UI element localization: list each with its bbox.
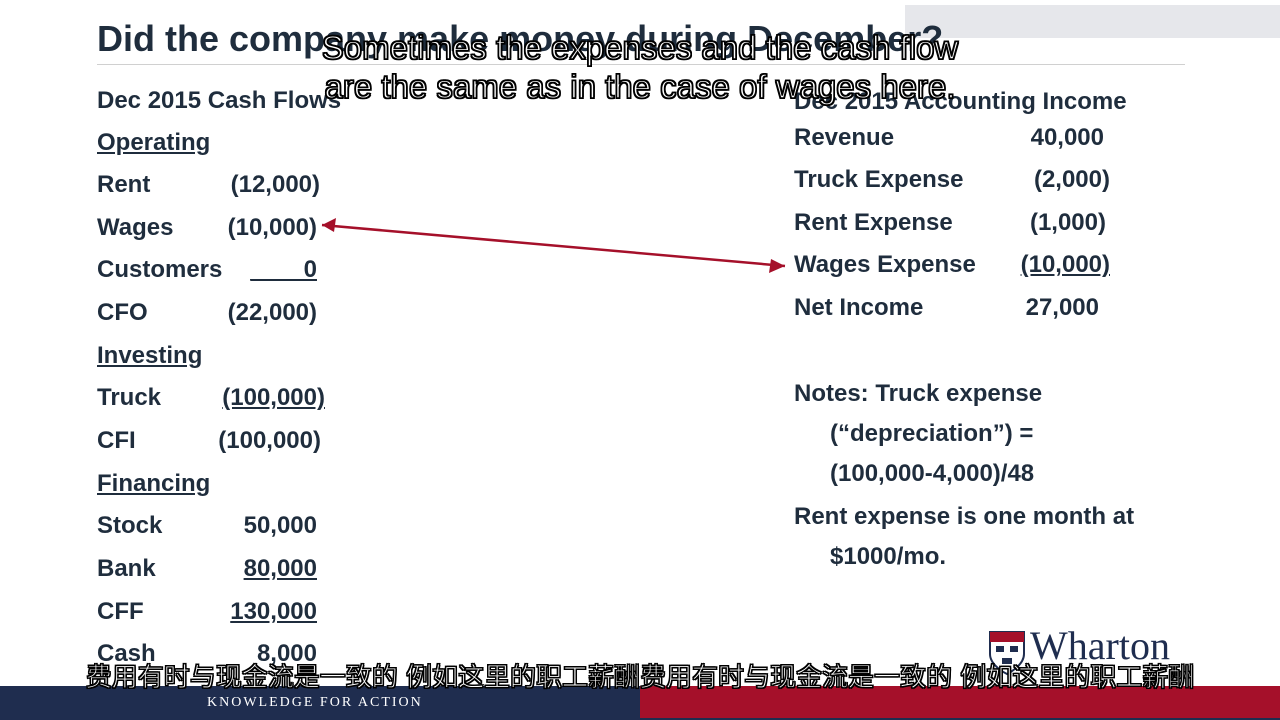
cf-label-rent: Rent bbox=[97, 171, 151, 198]
shield-book-bottom bbox=[1002, 658, 1012, 664]
cf-value-customers: ____0 bbox=[250, 256, 317, 283]
notes-line-3: (100,000-4,000)/48 bbox=[830, 460, 1035, 487]
cf-label-bank: Bank bbox=[97, 555, 156, 582]
cf-label-stock: Stock bbox=[97, 512, 163, 539]
wharton-logo-text: Wharton bbox=[1030, 623, 1170, 668]
title-divider bbox=[97, 64, 1185, 65]
subtitle-english-line-2: are the same as in the case of wages her… bbox=[324, 67, 957, 106]
cf-value-truck: (100,000) bbox=[222, 384, 325, 411]
inc-row-rent-expense: Rent Expense (1,000) bbox=[794, 209, 1124, 239]
cf-value-cfi: (100,000) bbox=[218, 427, 321, 454]
cf-value-rent: (12,000) bbox=[230, 171, 320, 198]
cf-row-cash: Cash 8,000 bbox=[97, 640, 337, 670]
notes-line-2: (“depreciation”) = bbox=[830, 420, 1034, 447]
cf-value-wages: (10,000) bbox=[227, 214, 317, 241]
arrow-line bbox=[321, 223, 786, 268]
cf-value-cff: 130,000 bbox=[230, 598, 317, 625]
cf-label-cfi: CFI bbox=[97, 427, 136, 454]
cf-row-stock: Stock 50,000 bbox=[97, 512, 337, 542]
subtitle-chinese: 费用有时与现金流是一致的 例如这里的职工薪酬费用有时与现金流是一致的 例如这里的… bbox=[85, 663, 1195, 694]
inc-row-truck-expense: Truck Expense (2,000) bbox=[794, 166, 1124, 196]
arrow-head-right bbox=[769, 259, 785, 273]
footer-red-bar bbox=[640, 686, 1280, 718]
notes-line-1: Notes: Truck expense bbox=[794, 380, 1043, 407]
cf-value-cfo: (22,000) bbox=[227, 299, 317, 326]
cf-label-cash: Cash bbox=[97, 640, 156, 667]
shield-band bbox=[990, 632, 1024, 642]
inc-row-net-income: Net Income 27,000 bbox=[794, 294, 1124, 324]
shield-book-left bbox=[996, 646, 1004, 652]
inc-row-revenue: Revenue 40,000 bbox=[794, 124, 1124, 154]
cf-row-rent: Rent (12,000) bbox=[97, 171, 337, 201]
cf-row-cfi: CFI (100,000) bbox=[97, 427, 337, 457]
inc-value-rent-expense: (1,000) bbox=[1029, 209, 1106, 236]
inc-label-wages-expense: Wages Expense bbox=[794, 251, 976, 278]
inc-value-revenue: 40,000 bbox=[1030, 124, 1104, 151]
cf-value-cash: 8,000 bbox=[256, 640, 317, 667]
cf-row-cfo: CFO (22,000) bbox=[97, 299, 337, 329]
notes-line-4: Rent expense is one month at bbox=[794, 503, 1135, 530]
cf-label-truck: Truck bbox=[97, 384, 162, 411]
inc-value-wages-expense: (10,000) bbox=[1020, 251, 1110, 278]
subtitle-english-line-1: Sometimes the expenses and the cash flow bbox=[321, 28, 959, 67]
inc-value-net-income: 27,000 bbox=[1025, 294, 1099, 321]
income-heading: Dec 2015 Accounting Income bbox=[794, 88, 1127, 115]
cf-row-bank: Bank 80,000 bbox=[97, 555, 337, 585]
financing-heading: Financing bbox=[97, 470, 211, 497]
inc-label-revenue: Revenue bbox=[794, 124, 895, 151]
operating-heading: Operating bbox=[97, 129, 211, 156]
cf-label-customers: Customers bbox=[97, 256, 223, 283]
inc-row-wages-expense: Wages Expense (10,000) bbox=[794, 251, 1124, 281]
cf-row-wages: Wages (10,000) bbox=[97, 214, 337, 244]
inc-value-truck-expense: (2,000) bbox=[1033, 166, 1110, 193]
cf-row-truck: Truck (100,000) bbox=[97, 384, 337, 414]
slide-title: Did the company make money during Decemb… bbox=[97, 18, 944, 59]
inc-label-rent-expense: Rent Expense bbox=[794, 209, 953, 236]
cf-label-wages: Wages bbox=[97, 214, 174, 241]
footer-tagline: KNOWLEDGE FOR ACTION bbox=[207, 695, 423, 710]
cash-flows-heading: Dec 2015 Cash Flows bbox=[97, 87, 342, 114]
shield-icon bbox=[989, 631, 1025, 676]
cf-label-cfo: CFO bbox=[97, 299, 148, 326]
wharton-logo bbox=[989, 631, 1025, 676]
cf-value-bank: 80,000 bbox=[243, 555, 317, 582]
investing-heading: Investing bbox=[97, 342, 203, 369]
cf-row-customers: Customers ____0 bbox=[97, 256, 337, 286]
notes-line-5: $1000/mo. bbox=[830, 543, 947, 570]
shield-book-right bbox=[1010, 646, 1018, 652]
cf-label-cff: CFF bbox=[97, 598, 144, 625]
corner-box bbox=[905, 5, 1280, 38]
inc-label-net-income: Net Income bbox=[794, 294, 924, 321]
cf-row-cff: CFF 130,000 bbox=[97, 598, 337, 628]
inc-label-truck-expense: Truck Expense bbox=[794, 166, 964, 193]
cf-value-stock: 50,000 bbox=[243, 512, 317, 539]
